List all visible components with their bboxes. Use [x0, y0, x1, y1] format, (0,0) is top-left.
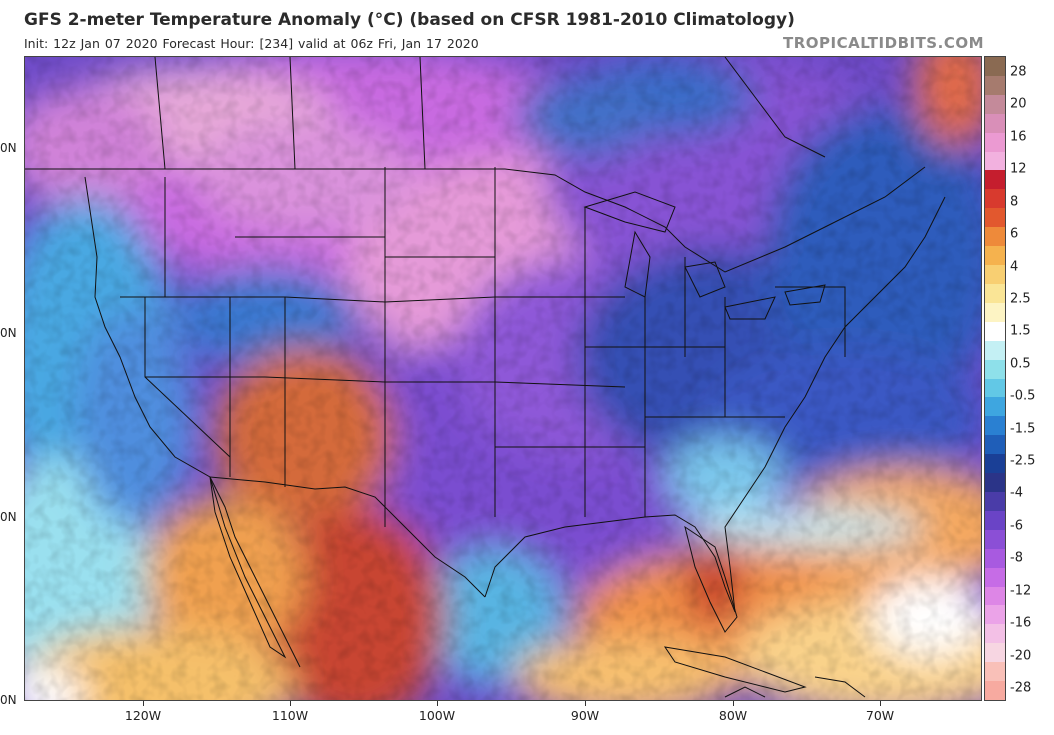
latitude-label: 0N: [0, 326, 17, 340]
colorbar-segment: [985, 510, 1005, 531]
colorbar-label: 6: [1010, 226, 1019, 242]
colorbar-label: -1.5: [1010, 421, 1036, 437]
longitude-label: 120W: [124, 708, 162, 723]
colorbar-label: 4: [1010, 259, 1019, 275]
colorbar-segment: [985, 662, 1005, 682]
colorbar-label: -20: [1010, 648, 1032, 664]
latitude-label: 0N: [0, 693, 17, 707]
colorbar-segment: [985, 94, 1005, 115]
colorbar-segment: [985, 265, 1005, 285]
colorbar-segment: [985, 378, 1005, 398]
colorbar-segment: [985, 170, 1005, 190]
colorbar-segment: [985, 340, 1005, 361]
borders-layer: [25, 57, 946, 698]
colorbar-label: -28: [1010, 680, 1032, 696]
colorbar-segment: [985, 435, 1005, 455]
longitude-tick: [880, 701, 881, 706]
colorbar-label: 1.5: [1010, 323, 1031, 339]
longitude-label: 110W: [271, 708, 309, 723]
latitude-label: 0N: [0, 141, 17, 155]
colorbar-label: 16: [1010, 129, 1027, 145]
colorbar-segment: [985, 681, 1005, 701]
colorbar-segment: [985, 548, 1005, 569]
colorbar-segment: [985, 208, 1005, 228]
colorbar-label: -8: [1010, 550, 1023, 566]
colorbar-label: -0.5: [1010, 388, 1036, 404]
colorbar-segment: [985, 227, 1005, 247]
colorbar-segment: [985, 529, 1005, 550]
longitude-label: 80W: [718, 708, 748, 723]
colorbar-label: 0.5: [1010, 356, 1031, 372]
colorbar-segment: [985, 416, 1005, 436]
colorbar-label: -12: [1010, 583, 1032, 599]
map-title: GFS 2-meter Temperature Anomaly (°C) (ba…: [24, 10, 795, 30]
colorbar-segment: [985, 605, 1005, 625]
colorbar-label: 28: [1010, 64, 1027, 80]
colorbar-segment: [985, 283, 1005, 304]
colorbar-segment: [985, 302, 1005, 323]
anomaly-map[interactable]: [24, 56, 982, 701]
colorbar-segment: [985, 359, 1005, 379]
colorbar-label: 20: [1010, 96, 1027, 112]
colorbar-label: 12: [1010, 161, 1027, 177]
longitude-tick: [143, 701, 144, 706]
longitude-tick: [733, 701, 734, 706]
forecast-subtitle: Init: 12z Jan 07 2020 Forecast Hour: [23…: [24, 36, 479, 51]
colorbar-segment: [985, 151, 1005, 171]
colorbar-segment: [985, 57, 1005, 77]
colorbar-segment: [985, 643, 1005, 663]
colorbar-label: -16: [1010, 615, 1032, 631]
colorbar-label: 2.5: [1010, 291, 1031, 307]
colorbar-segment: [985, 113, 1005, 134]
colorbar-segment: [985, 321, 1005, 342]
longitude-tick: [437, 701, 438, 706]
colorbar-segment: [985, 189, 1005, 209]
colorbar-label: -2.5: [1010, 453, 1036, 469]
longitude-tick: [290, 701, 291, 706]
colorbar-segment: [985, 491, 1005, 512]
colorbar-label: 8: [1010, 194, 1019, 210]
colorbar-segment: [985, 397, 1005, 417]
colorbar-segment: [985, 586, 1005, 606]
map-canvas: [25, 57, 981, 700]
colorbar-segment: [985, 567, 1005, 588]
colorbar: [984, 56, 1006, 701]
colorbar-label: -4: [1010, 485, 1023, 501]
colorbar-label: -6: [1010, 518, 1023, 534]
latitude-label: 0N: [0, 510, 17, 524]
longitude-label: 100W: [418, 708, 456, 723]
colorbar-segment: [985, 246, 1005, 266]
colorbar-segment: [985, 75, 1005, 96]
longitude-tick: [585, 701, 586, 706]
longitude-label: 90W: [570, 708, 600, 723]
longitude-label: 70W: [865, 708, 895, 723]
colorbar-segment: [985, 473, 1005, 493]
colorbar-segment: [985, 454, 1005, 474]
colorbar-segment: [985, 132, 1005, 153]
source-watermark: TROPICALTIDBITS.COM: [783, 34, 984, 52]
colorbar-segment: [985, 624, 1005, 644]
